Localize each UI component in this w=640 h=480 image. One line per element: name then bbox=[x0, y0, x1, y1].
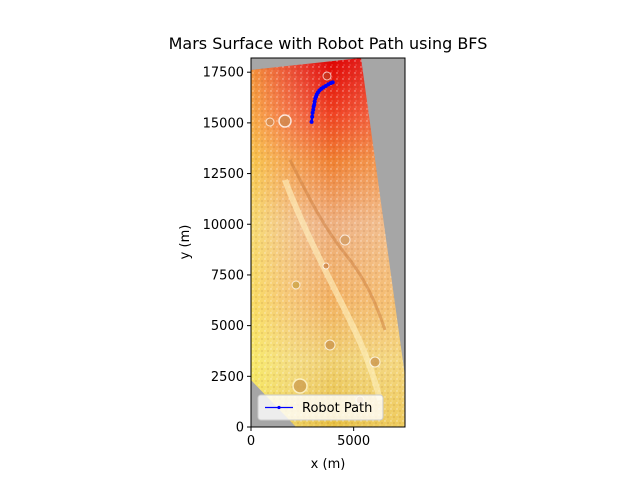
legend-box bbox=[257, 394, 384, 421]
x-ticks: 0 5000 bbox=[247, 427, 370, 449]
y-tick-label: 7500 bbox=[211, 268, 244, 283]
y-tick-label: 12500 bbox=[203, 167, 244, 182]
crater bbox=[292, 378, 308, 394]
series-point bbox=[311, 107, 316, 112]
x-tick-label: 5000 bbox=[337, 434, 370, 449]
crater bbox=[265, 117, 275, 127]
series-group bbox=[309, 80, 335, 124]
y-tick-label: 15000 bbox=[203, 116, 244, 131]
crater bbox=[322, 262, 330, 270]
y-tick-label: 0 bbox=[236, 421, 244, 436]
crater bbox=[322, 71, 332, 81]
terrain-channel bbox=[288, 159, 387, 331]
x-axis-label: x (m) bbox=[311, 457, 346, 472]
y-tick-label: 2500 bbox=[211, 370, 244, 385]
series-point bbox=[309, 119, 314, 124]
legend: Robot Path bbox=[257, 394, 384, 421]
series-point bbox=[312, 99, 317, 104]
axes-frame bbox=[250, 57, 406, 428]
legend-marker bbox=[277, 405, 281, 410]
y-ticks: 0 2500 5000 7500 10000 12500 15000 17500 bbox=[203, 66, 251, 436]
series-point bbox=[330, 80, 335, 85]
y-tick-label: 5000 bbox=[211, 319, 244, 334]
crater bbox=[324, 339, 336, 351]
crater bbox=[369, 356, 381, 368]
terrain-image bbox=[251, 58, 405, 427]
y-axis-label: y (m) bbox=[178, 225, 193, 260]
y-tick-label: 17500 bbox=[203, 66, 244, 81]
series-point bbox=[310, 110, 315, 115]
series-point bbox=[310, 114, 315, 119]
series-point bbox=[312, 102, 317, 107]
x-tick-label: 0 bbox=[247, 434, 255, 449]
crater bbox=[278, 114, 292, 128]
crater bbox=[339, 234, 351, 246]
legend-label: Robot Path bbox=[302, 401, 372, 416]
terrain-ridge bbox=[282, 178, 383, 401]
y-tick-label: 10000 bbox=[203, 218, 244, 233]
crater bbox=[291, 280, 301, 290]
terrain-swath-texture bbox=[251, 58, 405, 427]
chart-title: Mars Surface with Robot Path using BFS bbox=[169, 34, 488, 53]
